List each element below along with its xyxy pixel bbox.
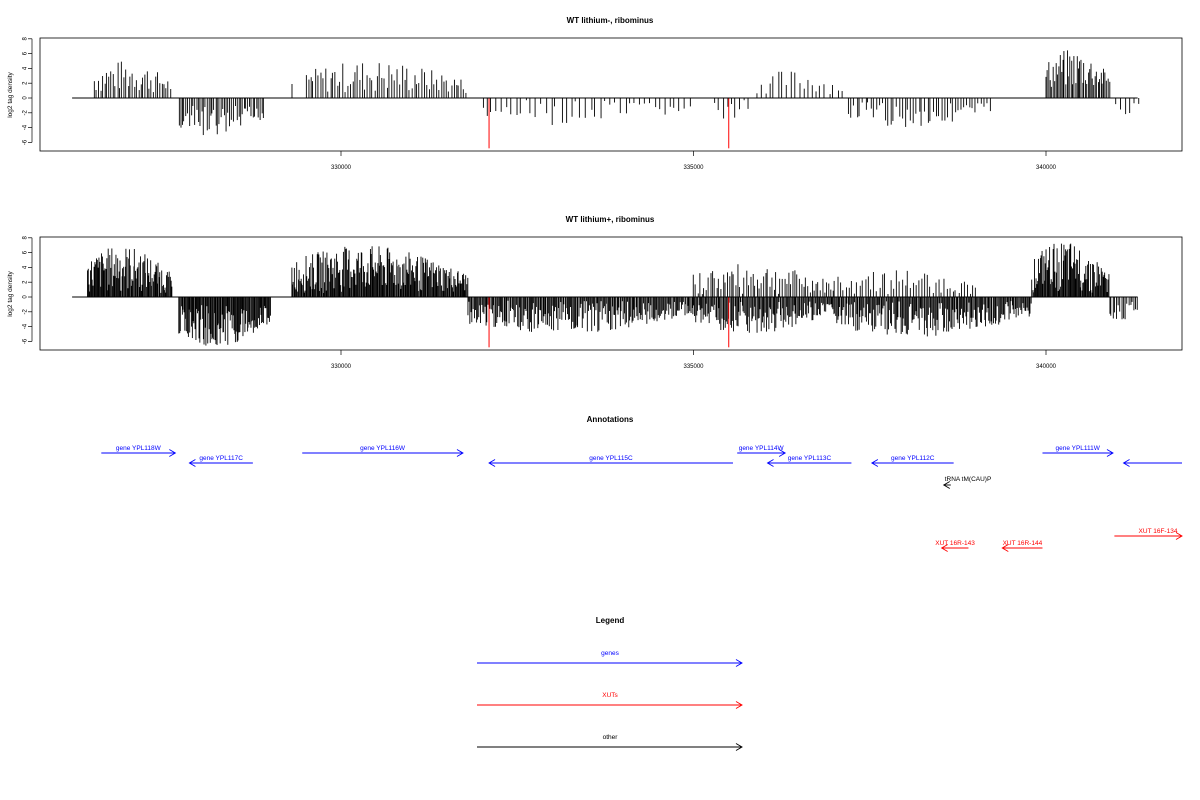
x-tick-label: 335000: [683, 165, 704, 171]
feature-label: gene YPL115C: [589, 455, 633, 462]
x-tick-label: 335000: [683, 364, 704, 370]
feature-label: gene YPL113C: [788, 455, 832, 462]
annotation-feature: gene YPL116W: [302, 445, 464, 457]
feature-label: tRNA tM(CAU)P: [945, 476, 992, 483]
arrowhead-icon: [188, 459, 196, 467]
red-marks: [488, 98, 730, 149]
x-tick-label: 330000: [331, 165, 352, 171]
y-tick-label: 2: [23, 280, 29, 284]
legend-item: genes: [477, 650, 743, 667]
red-marks: [488, 297, 730, 348]
arrowhead-icon: [735, 659, 743, 667]
feature-label: gene YPL112C: [891, 455, 935, 462]
y-tick-label: -6: [23, 338, 29, 344]
y-tick-label: -4: [23, 323, 29, 329]
y-axis: -6 -4 -2 0 2 4 6 8: [23, 235, 33, 344]
x-axis: 330000 335000 340000: [331, 151, 1057, 171]
y-tick-label: 4: [23, 265, 29, 269]
y-tick-label: 0: [23, 96, 29, 100]
feature-label: XUT 16R-143: [935, 540, 975, 547]
feature-label: gene YPL117C: [199, 455, 243, 462]
feature-label: gene YPL116W: [360, 445, 406, 452]
y-tick-label: 6: [23, 250, 29, 254]
annotation-feature: gene YPL118W: [101, 445, 177, 457]
arrowhead-icon: [488, 459, 496, 467]
feature-label: XUT 16R-144: [1003, 540, 1043, 547]
density-bars: [93, 50, 1140, 136]
annotation-feature: [1122, 459, 1182, 467]
y-axis: -6 -4 -2 0 2 4 6 8: [23, 36, 33, 145]
arrowhead-icon: [169, 449, 177, 457]
legend-label: other: [603, 734, 619, 741]
panel-title: WT lithium-, ribominus: [567, 16, 654, 25]
y-tick-label: 8: [23, 36, 29, 40]
annotation-feature: gene YPL112C: [870, 455, 954, 467]
feature-label: gene YPL114W: [739, 445, 785, 452]
x-axis: 330000 335000 340000: [331, 350, 1057, 370]
arrowhead-icon: [778, 449, 787, 457]
arrowhead-icon: [766, 459, 774, 467]
legend: Legend genes XUTs other: [477, 616, 743, 751]
feature-label: gene YPL111W: [1055, 445, 1100, 452]
legend-title: Legend: [596, 616, 625, 625]
panel-title: WT lithium+, ribominus: [566, 215, 655, 224]
arrowhead-icon: [1106, 449, 1114, 457]
legend-item: XUTs: [477, 692, 743, 709]
feature-label: XUT 16F-134: [1139, 528, 1178, 535]
y-tick-label: 2: [23, 81, 29, 85]
annotation-feature: tRNA tM(CAU)P: [942, 476, 992, 489]
feature-label: gene YPL118W: [116, 445, 162, 452]
legend-items: genes XUTs other: [477, 650, 743, 751]
y-tick-label: -2: [23, 109, 29, 115]
arrowhead-icon: [940, 544, 948, 552]
arrowhead-icon: [1001, 544, 1009, 552]
plot-frame: [39, 37, 1183, 152]
density-panel-lithium-minus: WT lithium-, ribominus log2 tag density …: [7, 16, 1183, 171]
arrowhead-icon: [456, 449, 464, 457]
density-panel-lithium-plus: WT lithium+, ribominus log2 tag density …: [7, 215, 1183, 370]
x-tick-label: 340000: [1036, 165, 1057, 171]
legend-label: genes: [601, 650, 619, 657]
y-tick-label: 4: [23, 66, 29, 70]
y-tick-label: 0: [23, 295, 29, 299]
arrowhead-icon: [735, 701, 743, 709]
annotation-feature: gene YPL113C: [766, 455, 852, 467]
annotation-feature: XUT 16F-134: [1114, 528, 1183, 540]
annotation-features: gene YPL118W gene YPL117C gene YPL116W gene…: [101, 445, 1183, 552]
density-bars: [86, 243, 1138, 346]
arrowhead-icon: [735, 743, 743, 751]
y-tick-label: 6: [23, 51, 29, 55]
x-tick-label: 330000: [331, 364, 352, 370]
y-tick-label: -4: [23, 124, 29, 130]
y-tick-label: 8: [23, 235, 29, 239]
arrowhead-icon: [870, 459, 879, 467]
annotation-feature: gene YPL117C: [188, 455, 253, 467]
plot-frame: [39, 236, 1183, 351]
arrowhead-icon: [1122, 459, 1130, 467]
annotation-feature: gene YPL111W: [1042, 445, 1114, 457]
y-tick-label: -2: [23, 308, 29, 314]
y-axis-label: log2 tag density: [7, 71, 14, 117]
arrowhead-icon: [942, 481, 951, 489]
y-axis-label: log2 tag density: [7, 270, 14, 316]
annotations-title: Annotations: [587, 415, 634, 424]
annotation-feature: XUT 16R-143: [935, 540, 975, 552]
annotation-feature: gene YPL115C: [488, 455, 733, 467]
x-tick-label: 340000: [1036, 364, 1057, 370]
legend-item: other: [477, 734, 743, 751]
arrowhead-icon: [1175, 532, 1183, 540]
legend-label: XUTs: [602, 692, 618, 699]
annotation-feature: XUT 16R-144: [1001, 540, 1043, 552]
annotation-feature: gene YPL114W: [737, 445, 787, 457]
y-tick-label: -6: [23, 139, 29, 145]
